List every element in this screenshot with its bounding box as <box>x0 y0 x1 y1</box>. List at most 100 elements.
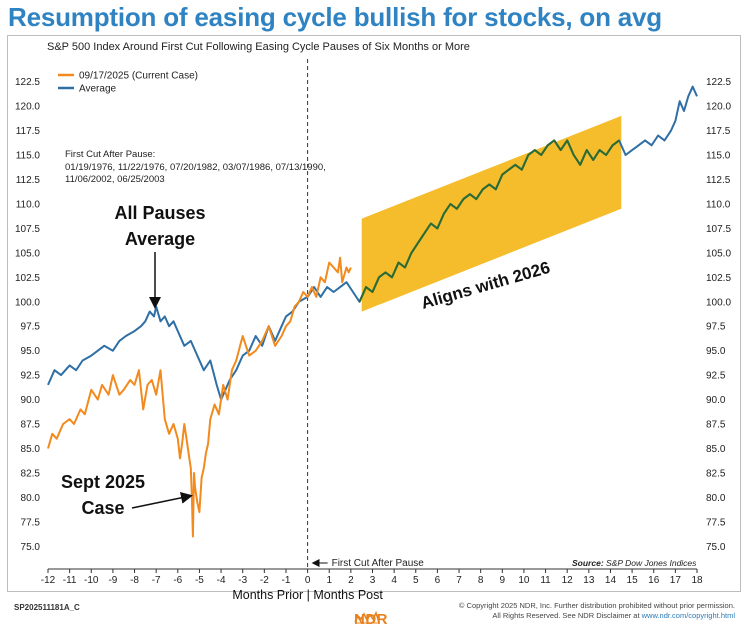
y-tick-label-left: 92.5 <box>21 371 41 382</box>
y-tick-label-left: 112.5 <box>16 175 41 186</box>
x-tick-label: -2 <box>260 575 269 586</box>
y-tick-label-right: 85.0 <box>706 444 726 455</box>
legend-entry: Average <box>79 84 117 95</box>
x-tick-label: 8 <box>478 575 484 586</box>
y-tick-label-right: 87.5 <box>706 420 726 431</box>
copyright-line: © Copyright 2025 NDR, Inc. Further distr… <box>458 601 735 610</box>
source-name: S&P Dow Jones Indices <box>604 558 698 568</box>
y-tick-label-right: 112.5 <box>706 175 731 186</box>
y-tick-label-left: 85.0 <box>21 444 41 455</box>
x-tick-label: 11 <box>540 575 551 586</box>
x-tick-label: -12 <box>41 575 56 586</box>
y-tick-label-left: 102.5 <box>15 273 40 284</box>
x-tick-label: 15 <box>627 575 639 586</box>
y-tick-label-right: 92.5 <box>706 371 726 382</box>
x-tick-label: -5 <box>195 575 204 586</box>
y-tick-label-right: 105.0 <box>706 248 731 259</box>
source-note: Source: S&P Dow Jones Indices <box>572 558 697 568</box>
y-tick-label-left: 75.0 <box>21 542 41 553</box>
y-tick-label-left: 107.5 <box>15 224 40 235</box>
x-tick-label: 2 <box>348 575 354 586</box>
y-tick-label-right: 117.5 <box>706 126 731 137</box>
y-tick-label-left: 87.5 <box>21 420 41 431</box>
y-tick-label-right: 102.5 <box>706 273 731 284</box>
y-tick-label-right: 82.5 <box>706 468 726 479</box>
y-tick-label-right: 122.5 <box>706 77 731 88</box>
pause-dates-line: 11/06/2002, 06/25/2003 <box>65 174 165 185</box>
x-tick-label: -8 <box>130 575 139 586</box>
y-tick-label-left: 77.5 <box>21 517 41 528</box>
annotation-avg-line1: All Pauses <box>114 203 205 223</box>
headline: Resumption of easing cycle bullish for s… <box>8 2 662 32</box>
y-tick-label-right: 95.0 <box>706 346 726 357</box>
chart-code: SP202511181A_C <box>14 603 80 612</box>
y-tick-label-right: 75.0 <box>706 542 726 553</box>
x-tick-label: -7 <box>152 575 161 586</box>
annotation-avg-line2: Average <box>125 229 195 249</box>
y-tick-label-left: 82.5 <box>21 468 41 479</box>
series-line-current <box>47 256 352 538</box>
x-tick-label: 5 <box>413 575 419 586</box>
annotation-sept-line2: Case <box>81 498 124 518</box>
x-tick-label: 13 <box>583 575 595 586</box>
chart-title: S&P 500 Index Around First Cut Following… <box>47 41 470 53</box>
y-tick-label-right: 120.0 <box>706 102 731 113</box>
series-line-average-highlight <box>358 139 620 303</box>
y-tick-label-left: 115.0 <box>16 151 41 162</box>
x-tick-label: -6 <box>173 575 182 586</box>
x-tick-label: 6 <box>435 575 441 586</box>
y-tick-label-left: 90.0 <box>21 395 41 406</box>
y-tick-label-right: 80.0 <box>706 493 726 504</box>
x-tick-label: -3 <box>238 575 247 586</box>
x-tick-label: -1 <box>282 575 291 586</box>
x-tick-label: -9 <box>108 575 117 586</box>
x-tick-label: 16 <box>648 575 660 586</box>
y-tick-label-right: 100.0 <box>706 297 731 308</box>
y-tick-label-left: 120.0 <box>15 102 40 113</box>
x-axis-label: Months Prior | Months Post <box>232 588 383 602</box>
y-tick-label-left: 105.0 <box>15 248 40 259</box>
y-tick-label-right: 97.5 <box>706 322 726 333</box>
y-tick-label-right: 77.5 <box>706 517 726 528</box>
copyright-link[interactable]: www.ndr.com/copyright.html <box>641 611 735 620</box>
x-tick-label: -4 <box>217 575 226 586</box>
y-tick-label-left: 100.0 <box>15 297 40 308</box>
legend-entry: 09/17/2025 (Current Case) <box>79 71 198 82</box>
y-tick-label-right: 90.0 <box>706 395 726 406</box>
pause-dates-line: 01/19/1976, 11/22/1976, 07/20/1982, 03/0… <box>65 162 326 173</box>
first-cut-label: First Cut After Pause <box>332 558 425 569</box>
highlight-band <box>361 115 622 312</box>
x-tick-label: 1 <box>326 575 332 586</box>
rights-line: All Rights Reserved. See NDR Disclaimer … <box>459 611 735 621</box>
y-tick-label-left: 117.5 <box>16 126 41 137</box>
chart-frame <box>7 35 741 592</box>
y-tick-label-left: 95.0 <box>21 346 41 357</box>
annotation-sept-line1: Sept 2025 <box>61 472 145 492</box>
y-tick-label-right: 110.0 <box>706 199 731 210</box>
y-tick-label-left: 110.0 <box>16 199 41 210</box>
x-tick-label: 17 <box>670 575 682 586</box>
copyright: © Copyright 2025 NDR, Inc. Further distr… <box>459 601 735 621</box>
x-tick-label: -10 <box>84 575 99 586</box>
bull-bear-icon <box>354 611 380 624</box>
y-tick-label-right: 107.5 <box>706 224 731 235</box>
x-tick-label: 12 <box>562 575 574 586</box>
y-tick-label-left: 97.5 <box>21 322 41 333</box>
annotation-sept-arrow <box>131 491 193 509</box>
x-tick-label: 9 <box>500 575 506 586</box>
pause-dates-title: First Cut After Pause: <box>65 149 155 160</box>
x-tick-label: 0 <box>305 575 311 586</box>
y-tick-label-left: 122.5 <box>15 77 40 88</box>
x-tick-label: 7 <box>456 575 462 586</box>
x-tick-label: 14 <box>605 575 617 586</box>
x-tick-label: 18 <box>691 575 703 586</box>
rights-text: All Rights Reserved. See NDR Disclaimer … <box>492 611 642 620</box>
x-tick-label: -11 <box>63 575 77 586</box>
x-tick-label: 10 <box>518 575 530 586</box>
x-tick-label: 3 <box>370 575 376 586</box>
ndr-logo: NDR <box>354 611 388 628</box>
y-tick-label-left: 80.0 <box>21 493 41 504</box>
source-prefix: Source: <box>572 558 604 568</box>
x-tick-label: 4 <box>391 575 397 586</box>
